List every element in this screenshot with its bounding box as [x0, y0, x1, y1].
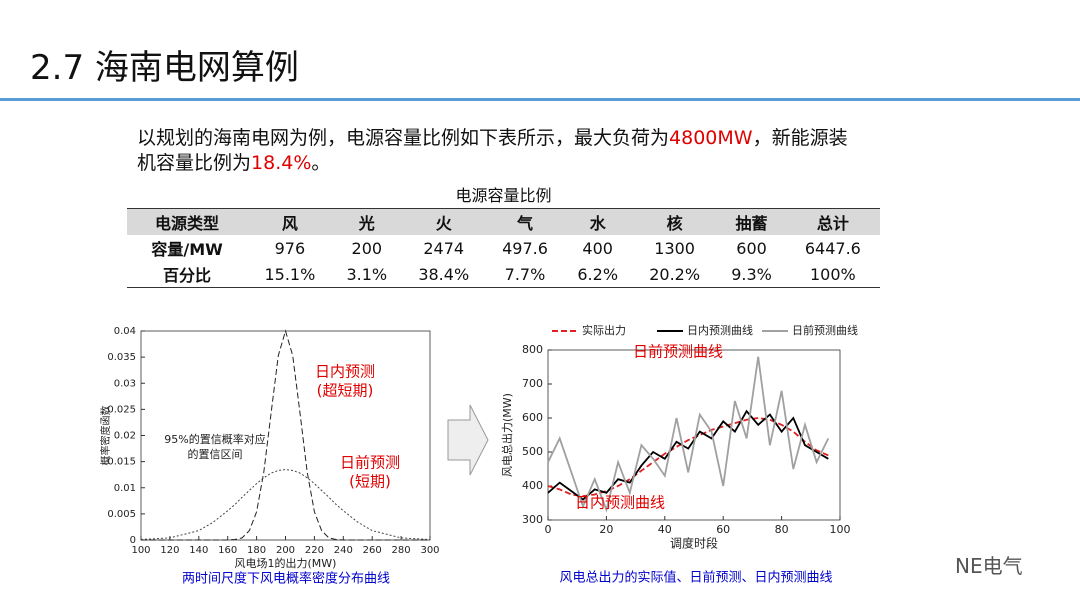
- table-cell: 6.2%: [563, 261, 632, 288]
- x-tick-label: 280: [392, 545, 411, 556]
- annotation: 95%的置信概率对应: [164, 432, 265, 446]
- y-tick-label: 800: [522, 343, 543, 356]
- table-cell: 风: [247, 208, 333, 235]
- annotation: 日前预测曲线: [633, 343, 723, 361]
- x-tick-label: 60: [716, 523, 730, 536]
- table-cell: 9.3%: [717, 261, 786, 288]
- logo: NE电气: [955, 554, 1023, 578]
- y-tick-label: 0.03: [114, 378, 136, 389]
- series-line: [141, 329, 430, 541]
- table-cell: 400: [582, 238, 613, 258]
- y-tick-label: 0.035: [107, 352, 136, 363]
- table-title: 电源容量比例: [455, 186, 552, 205]
- table-cell: 600: [736, 238, 767, 258]
- table-cell: 38.4%: [400, 261, 487, 288]
- table-cell: 6447.6: [804, 238, 861, 258]
- chart-caption: 两时间尺度下风电概率密度分布曲线: [182, 571, 390, 587]
- intro-part: 。: [311, 152, 331, 174]
- x-tick-label: 20: [599, 523, 613, 536]
- y-tick-label: 300: [522, 513, 543, 526]
- table-cell: 20.2%: [631, 261, 718, 288]
- table-row: 容量/MW 976 200 2474 497.6 400 1300 600 6447.6: [127, 235, 880, 261]
- intro-highlight: 18.4%: [251, 152, 312, 174]
- series-line: [140, 468, 431, 540]
- y-tick-label: 0.025: [107, 404, 136, 415]
- x-tick-label: 160: [218, 545, 237, 556]
- x-tick-label: 120: [160, 545, 179, 556]
- y-tick-label: 0.01: [114, 483, 136, 494]
- x-tick-label: 200: [276, 545, 295, 556]
- legend-label: 实际出力: [582, 323, 626, 337]
- x-tick-label: 100: [830, 523, 851, 536]
- legend-label: 日前预测曲线: [792, 323, 858, 337]
- series-line: [547, 417, 829, 498]
- table-cell: 7.7%: [486, 261, 564, 288]
- title-rule: [0, 98, 1080, 101]
- y-tick-label: 500: [522, 445, 543, 458]
- x-tick-label: 240: [334, 545, 353, 556]
- x-axis-label: 调度时段: [670, 536, 718, 551]
- table-cell: 水: [563, 208, 632, 235]
- table-cell: 976: [274, 238, 306, 258]
- y-tick-label: 0.02: [114, 431, 136, 442]
- table-cell: 497.6: [502, 238, 548, 258]
- chart-caption: 风电总出力的实际值、日前预测、日内预测曲线: [559, 570, 832, 586]
- y-axis-label: 概率密度函数: [99, 406, 112, 466]
- x-tick-label: 0: [545, 523, 552, 536]
- annotation: 日前预测: [340, 454, 400, 472]
- table-cell: 2474: [423, 238, 465, 258]
- y-tick-label: 0: [130, 535, 136, 546]
- y-tick-label: 0.005: [107, 509, 136, 520]
- series-line: [547, 356, 830, 513]
- table-cell: 1300: [654, 238, 695, 258]
- y-tick-label: 400: [522, 479, 543, 492]
- table-cell: 100%: [785, 261, 880, 288]
- table-cell: 抽蓄: [717, 208, 786, 235]
- capacity-table: 电源类型风光火气水核抽蓄 总计容量/MW 976 200 2474 497.6 400 130…: [127, 208, 880, 288]
- arrow: [447, 404, 489, 476]
- x-tick-label: 260: [363, 545, 382, 556]
- y-tick-label: 700: [522, 377, 543, 390]
- table-cell: 光: [332, 208, 401, 235]
- x-tick-label: 300: [420, 545, 439, 556]
- x-tick-label: 140: [189, 545, 208, 556]
- table-cell: 气: [486, 208, 564, 235]
- table-cell: 15.1%: [247, 261, 333, 288]
- series-line: [547, 409, 829, 501]
- table-cell: 3.1%: [332, 261, 401, 288]
- table-cell: 容量/MW: [151, 240, 223, 259]
- plot-frame: [547, 349, 841, 521]
- y-axis-label: 风电总出力(MW): [500, 393, 514, 477]
- table-row: 百分比 15.1% 3.1% 38.4% 7.7% 6.2% 20.2% 9.3% 100%: [127, 261, 880, 288]
- table-cell: 火: [400, 208, 487, 235]
- annotation: 的置信区间: [188, 447, 243, 461]
- legend-label: 日内预测曲线: [687, 323, 753, 337]
- annotation: 日内预测: [315, 363, 375, 381]
- x-tick-label: 40: [658, 523, 672, 536]
- intro-part: ，新能源装机容量比例为: [137, 127, 848, 174]
- intro-highlight: 4800MW: [669, 127, 753, 149]
- y-tick-label: 0.015: [107, 457, 136, 468]
- x-tick-label: 220: [305, 545, 324, 556]
- table-cell: 百分比: [127, 261, 248, 288]
- table-cell: 总计: [785, 208, 880, 235]
- y-tick-label: 0.04: [114, 326, 136, 337]
- x-axis-label: 风电场1的出力(MW): [235, 556, 337, 570]
- table-cell: 200: [351, 238, 383, 258]
- table-cell: 核: [631, 208, 718, 235]
- annotation: 日内预测曲线: [575, 494, 665, 512]
- intro-part: 以规划的海南电网为例，电源容量比例如下表所示，最大负荷为: [137, 127, 670, 149]
- x-tick-label: 80: [775, 523, 789, 536]
- annotation: (短期): [349, 473, 391, 491]
- table-row: 电源类型风光火气水核抽蓄 总计: [127, 208, 880, 235]
- slide-title: 2.7 海南电网算例: [30, 48, 299, 88]
- x-tick-label: 180: [247, 545, 266, 556]
- table-cell: 电源类型: [127, 208, 248, 235]
- y-tick-label: 600: [522, 411, 543, 424]
- annotation: (超短期): [317, 382, 374, 400]
- x-tick-label: 100: [131, 545, 150, 556]
- intro-text: 以规划的海南电网为例，电源容量比例如下表所示，最大负荷为4800MW，新能源装机…: [137, 126, 857, 176]
